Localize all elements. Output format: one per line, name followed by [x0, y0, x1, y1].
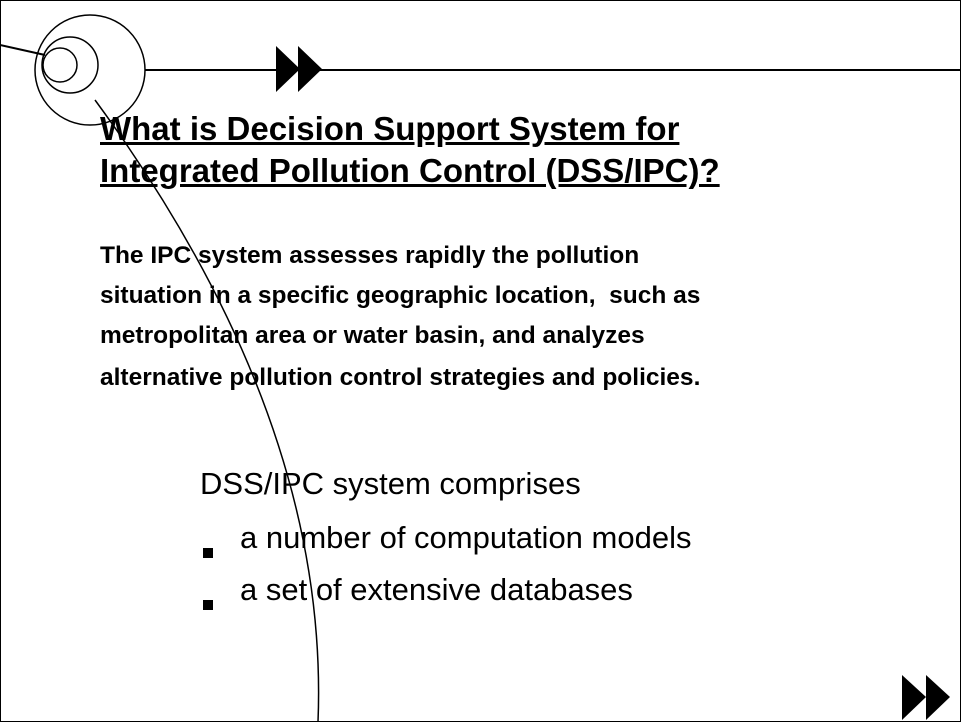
title-line: What is Decision Support System for: [100, 110, 680, 147]
list-heading: DSS/IPC system comprises: [200, 466, 581, 501]
arrow: [902, 675, 926, 720]
paragraph-line: metropolitan area or water basin, and an…: [100, 322, 645, 349]
arrow: [926, 675, 950, 720]
paragraph-line: The IPC system assesses rapidly the poll…: [100, 242, 640, 269]
circle: [34, 14, 146, 126]
arrow: [276, 46, 300, 92]
paragraph-line: situation in a specific geographic locat…: [100, 282, 701, 309]
list-item: a set of extensive databases: [240, 572, 633, 607]
paragraph-line: alternative pollution control strategies…: [100, 364, 701, 391]
bullet: [203, 548, 213, 558]
arrow: [298, 46, 322, 92]
circle: [41, 36, 99, 94]
bullet: [203, 600, 213, 610]
list-item: a number of computation models: [240, 520, 692, 555]
title-line: Integrated Pollution Control (DSS/IPC)?: [100, 152, 720, 189]
arc: [94, 99, 320, 722]
circle: [42, 47, 78, 83]
